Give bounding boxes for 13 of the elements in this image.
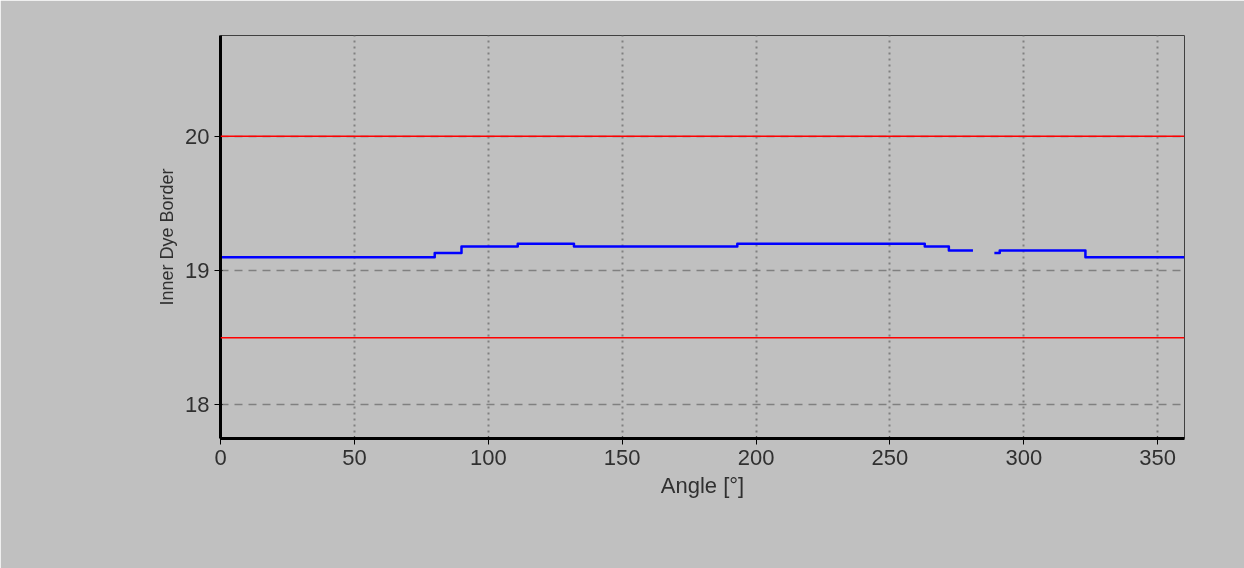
x-tick-label: 50 [342,444,367,470]
y-tick-label: 19 [185,258,210,284]
x-axis-title: Angle [°] [660,472,745,498]
x-tick-label: 100 [469,444,507,470]
x-tick-label: 250 [871,444,909,470]
x-tick-label: 150 [603,444,641,470]
y-tick-label: 20 [185,123,210,149]
y-tick-label: 18 [185,392,210,418]
x-tick-label: 300 [1005,444,1043,470]
x-tick-label: 350 [1139,444,1177,470]
x-tick-label: 0 [214,444,227,470]
x-tick-label: 200 [737,444,775,470]
y-axis-title: Inner Dye Border [157,168,178,306]
